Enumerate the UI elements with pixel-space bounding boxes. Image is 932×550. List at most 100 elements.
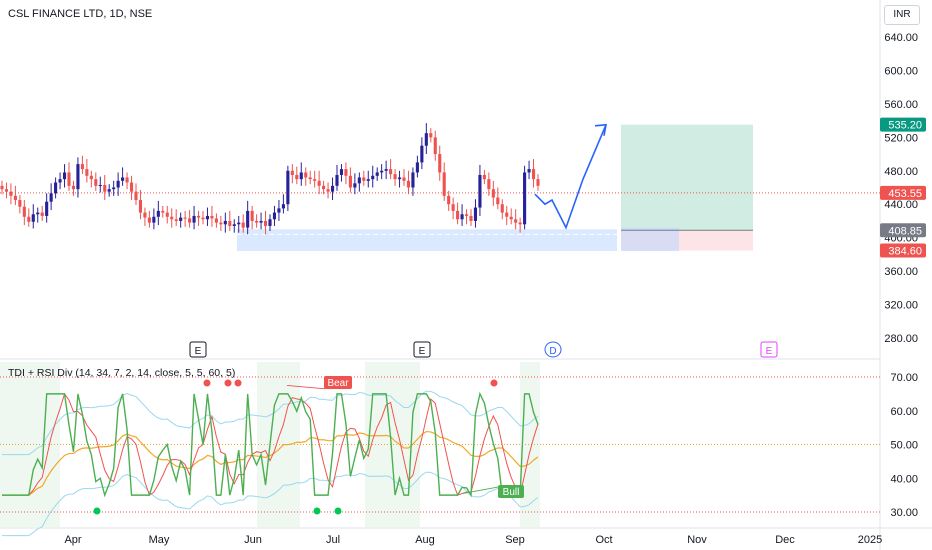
candle-body: [505, 212, 509, 217]
candle-body: [138, 200, 143, 213]
candle-body: [13, 195, 17, 201]
candle-body: [411, 172, 415, 188]
candle-body: [509, 216, 513, 220]
candle-body: [76, 164, 80, 190]
candle-body: [357, 177, 361, 184]
target-zone: [621, 124, 753, 231]
chart-title: CSL FINANCE LTD, 1D, NSE: [8, 8, 153, 20]
candle-body: [125, 177, 129, 183]
candle-body: [205, 215, 210, 220]
candle-body: [40, 212, 44, 216]
candle-body: [344, 169, 348, 176]
price-tick-label: 280.00: [884, 333, 918, 345]
candle-body: [165, 212, 169, 217]
signal-dot: [203, 379, 211, 387]
candle-body: [237, 222, 241, 225]
projection-arrowhead: [594, 123, 607, 136]
candle-body: [393, 174, 397, 180]
candle-body: [371, 175, 375, 180]
candle-body: [201, 217, 205, 220]
candle-body: [62, 172, 67, 180]
candle-body: [170, 216, 174, 220]
candle-body: [121, 177, 125, 181]
bull-divergence-line: [462, 486, 501, 494]
candle-body: [259, 220, 263, 223]
time-tick-label: Jul: [326, 534, 340, 546]
candle-body: [54, 182, 58, 194]
candle-body: [4, 189, 9, 192]
candle-body: [263, 220, 268, 226]
candle-body: [94, 179, 98, 186]
indicator-label[interactable]: TDI + RSI Div (14, 34, 7, 2, 14, close, …: [8, 367, 236, 379]
price-tick-label: 320.00: [884, 300, 918, 312]
entry-price-label: 408.85: [888, 225, 922, 237]
candle-body: [460, 214, 464, 220]
candle-body: [482, 174, 486, 180]
candle-body: [45, 201, 49, 216]
time-tick-label: Aug: [415, 534, 435, 546]
price-tick-label: 360.00: [884, 266, 918, 278]
candle-body: [500, 204, 504, 213]
candle-body: [156, 210, 160, 217]
candle-body: [322, 185, 326, 190]
candle-body: [299, 172, 303, 180]
signal-dot: [313, 507, 321, 515]
signal-dot: [224, 379, 232, 387]
stop-price-label: 384.60: [888, 246, 922, 258]
candle-body: [451, 204, 455, 211]
signal-dot: [234, 379, 242, 387]
event-marker-label: E: [419, 346, 426, 357]
time-tick-label: Dec: [775, 534, 795, 546]
candle-body: [214, 218, 218, 223]
currency-button[interactable]: INR: [884, 5, 920, 25]
time-tick-label: Oct: [595, 534, 612, 546]
last-price-label-bg: [880, 185, 926, 200]
candle-body: [22, 206, 26, 217]
candle-body: [241, 222, 245, 228]
signal-dot: [490, 379, 498, 387]
candle-body: [478, 174, 482, 208]
projection-path: [534, 124, 607, 230]
candle-body: [326, 189, 330, 192]
candle-body: [246, 210, 250, 228]
candle-body: [469, 215, 473, 221]
candle-body: [496, 197, 500, 205]
candle-body: [277, 208, 281, 213]
candle-body: [424, 133, 428, 146]
candle-body: [129, 182, 134, 192]
candle-body: [80, 164, 84, 170]
candle-body: [406, 180, 411, 188]
indicator-tick-label: 70.00: [890, 372, 918, 384]
candle-body: [353, 183, 357, 188]
candle-body: [18, 200, 22, 207]
candle-body: [188, 218, 192, 223]
candle-body: [304, 172, 308, 178]
price-tick-label: 440.00: [884, 199, 918, 211]
candle-body: [295, 174, 299, 180]
bear-divergence-line: [286, 384, 326, 390]
candle-body: [210, 215, 214, 219]
time-tick-label: Jun: [244, 534, 262, 546]
candle-body: [112, 187, 116, 190]
indicator-tick-label: 40.00: [890, 473, 918, 485]
candle-body: [268, 219, 272, 226]
zone-overlap: [621, 227, 679, 252]
candle-body: [335, 174, 339, 186]
candle-body: [196, 215, 201, 218]
candle-body: [384, 169, 388, 171]
candle-body: [103, 184, 107, 192]
candle-body: [397, 177, 402, 180]
candle-body: [71, 185, 76, 190]
event-marker: [760, 341, 778, 358]
candle-body: [348, 175, 352, 188]
candle-body: [313, 179, 317, 181]
event-marker-label: D: [549, 346, 556, 357]
candle-body: [527, 169, 531, 173]
stop-price-label-bg: [880, 243, 926, 258]
signal-dot: [334, 507, 342, 515]
candle-body: [339, 169, 344, 175]
candle-body: [116, 180, 120, 188]
candle-body: [147, 217, 151, 223]
bear-label: Bear: [327, 378, 349, 389]
